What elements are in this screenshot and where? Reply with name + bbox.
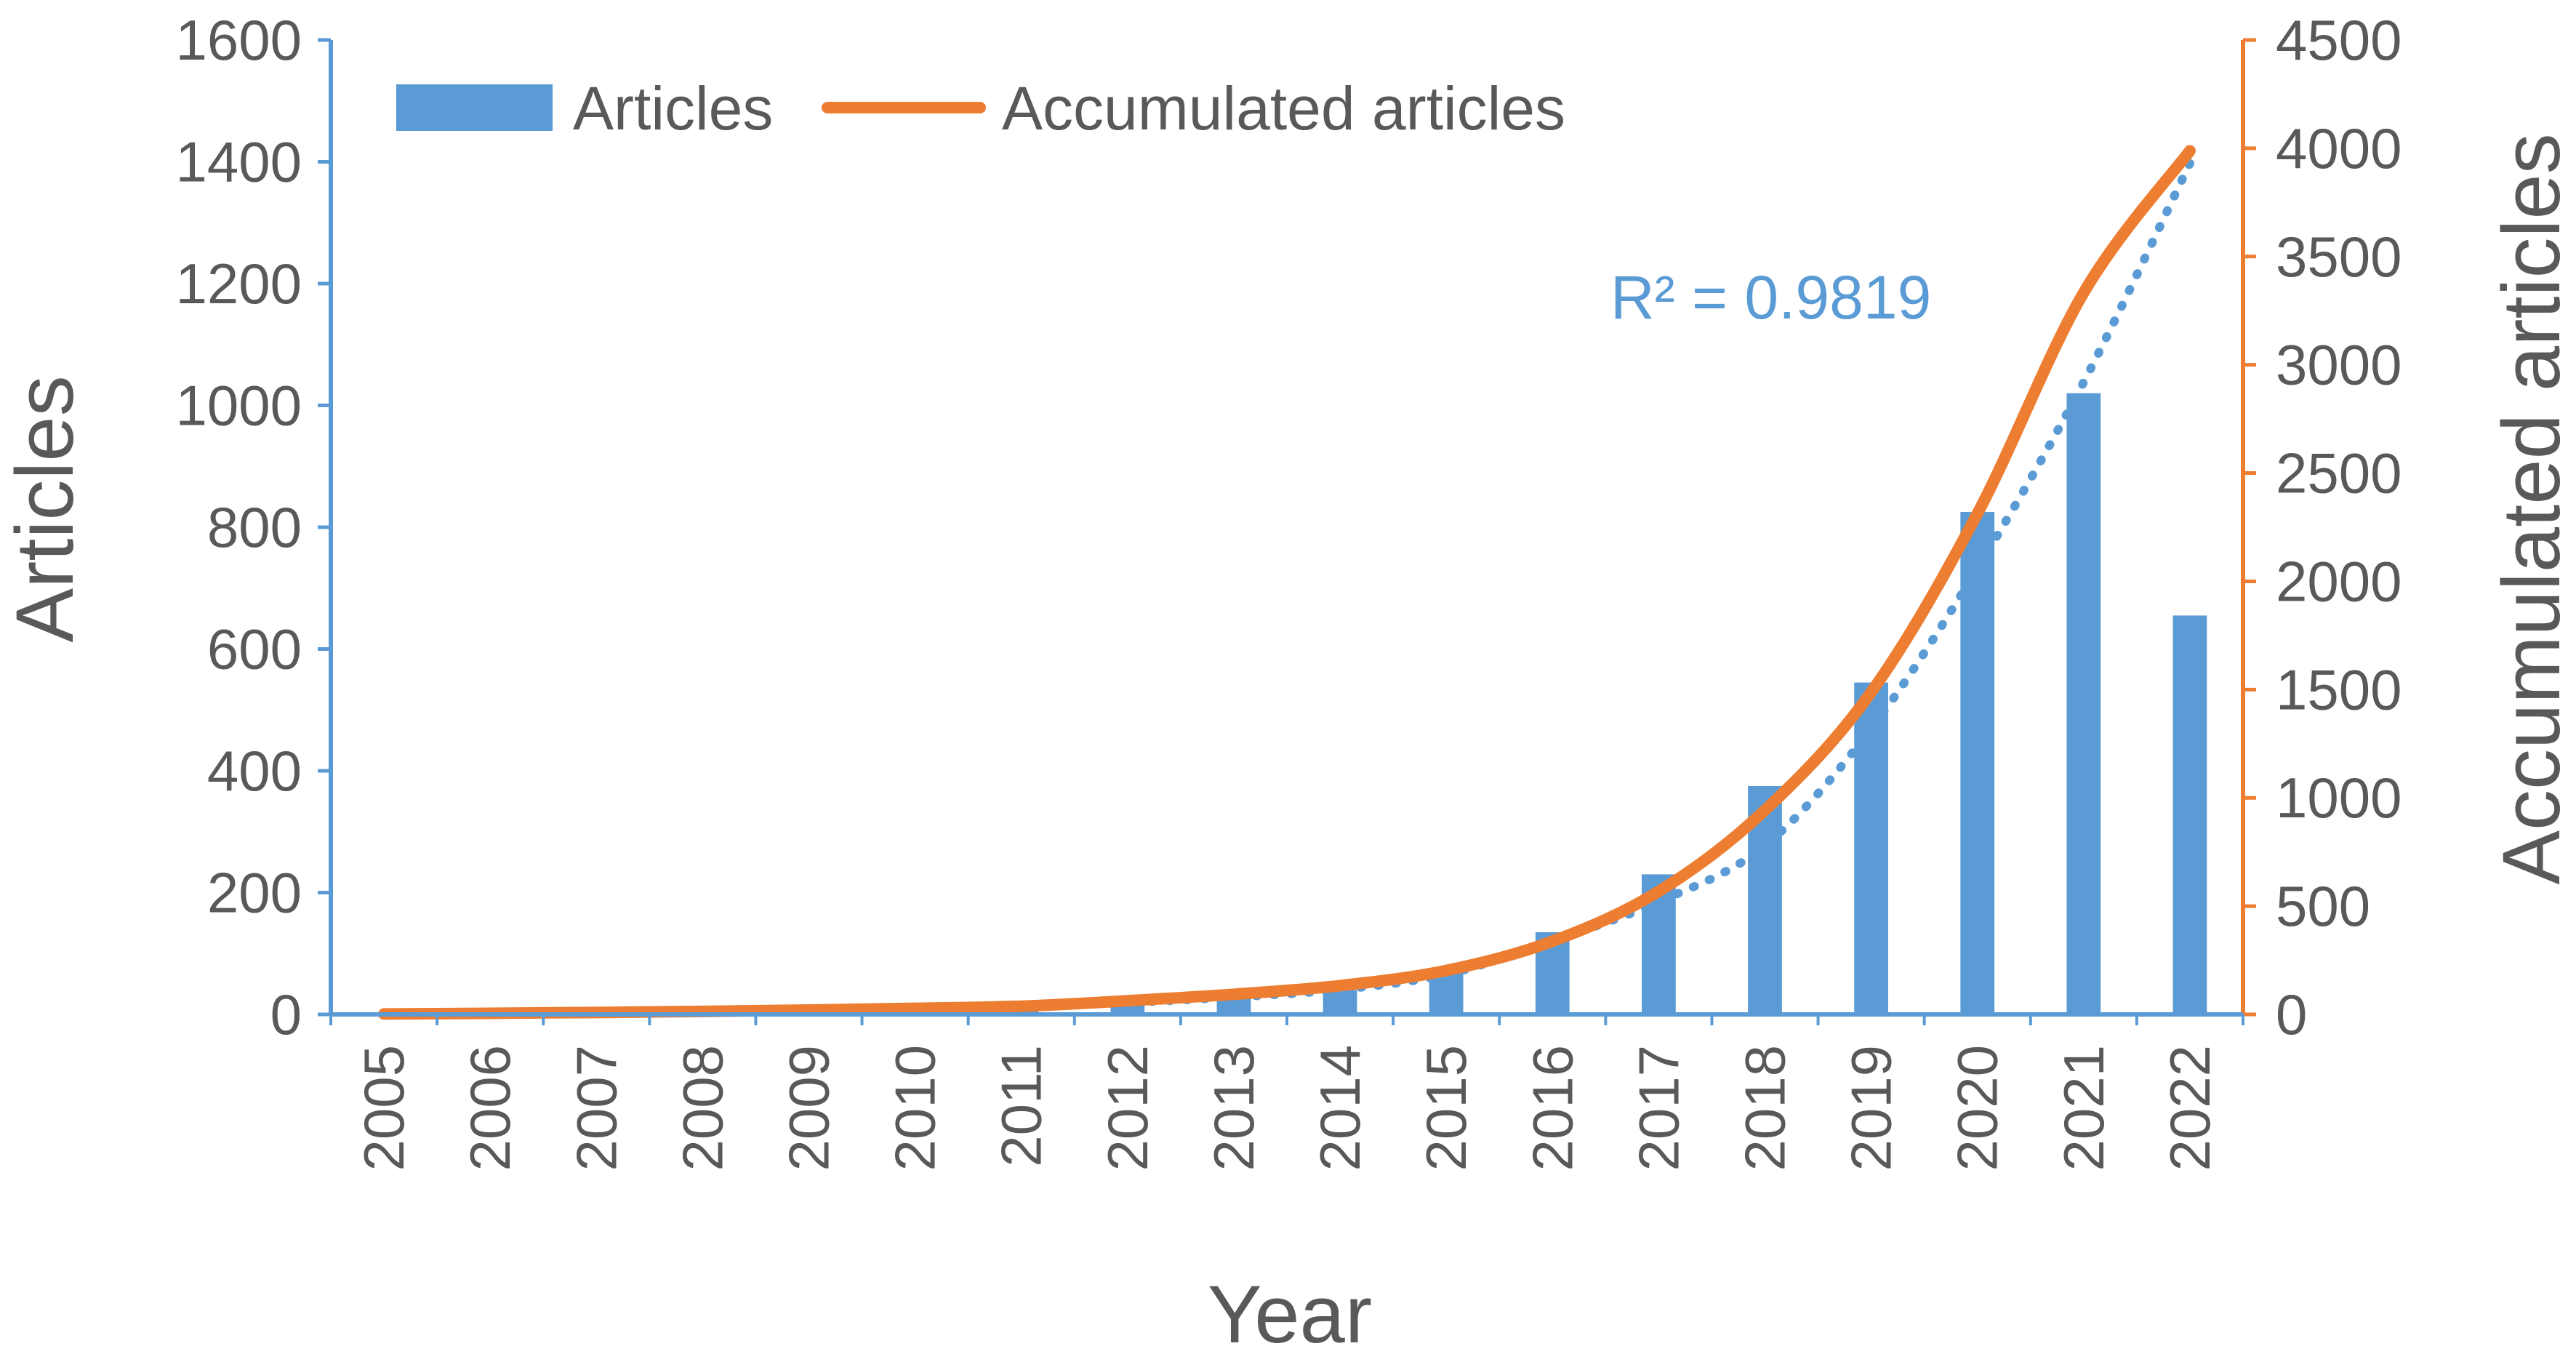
- right-tick-label: 3000: [2276, 333, 2402, 397]
- right-tick-label: 1500: [2276, 657, 2402, 721]
- y-left-axis-title: Articles: [0, 375, 90, 642]
- x-tick-label: 2006: [458, 1045, 522, 1171]
- legend-label-accumulated: Accumulated articles: [1002, 74, 1565, 143]
- plot-area: [366, 145, 2207, 1020]
- left-tick-label: 400: [207, 739, 302, 803]
- x-tick-label: 2009: [777, 1045, 841, 1171]
- x-tick-label: 2018: [1733, 1045, 1797, 1171]
- x-tick-label: 2017: [1626, 1045, 1690, 1171]
- x-tick-label: 2021: [2052, 1045, 2116, 1171]
- legend: Articles Accumulated articles: [396, 74, 1565, 143]
- right-tick-label: 1000: [2276, 766, 2402, 830]
- x-tick-label: 2012: [1096, 1045, 1160, 1171]
- legend-label-articles: Articles: [573, 74, 773, 143]
- left-tick-label: 1600: [175, 8, 302, 72]
- axes-group: 0 200 400 600 800 1000 1200 1400 1600 0 500 1000 15…: [175, 8, 2402, 1171]
- x-axis-title: Year: [1208, 1269, 1372, 1360]
- x-tick-label: 2016: [1520, 1045, 1584, 1171]
- x-tick-label: 2005: [352, 1045, 416, 1171]
- x-tick-label: 2010: [883, 1045, 947, 1171]
- legend-swatch-articles: [396, 84, 553, 131]
- right-tick-label: 4000: [2276, 116, 2402, 180]
- x-tick-label: 2015: [1414, 1045, 1478, 1171]
- bars-group: [366, 393, 2207, 1014]
- x-tick-label: 2022: [2158, 1045, 2222, 1171]
- right-ticks: 0 500 1000 1500 2000 2500 3000 3500 4000 4500: [2243, 8, 2402, 1046]
- right-tick-label: 2000: [2276, 549, 2402, 613]
- right-tick-label: 500: [2276, 874, 2370, 938]
- right-tick-label: 4500: [2276, 8, 2402, 72]
- left-tick-label: 200: [207, 861, 302, 925]
- x-tick-label: 2011: [990, 1045, 1054, 1167]
- left-tick-label: 1400: [175, 130, 302, 194]
- left-tick-label: 600: [207, 617, 302, 681]
- r-squared-annotation: R² = 0.9819: [1610, 263, 1931, 332]
- left-tick-label: 1000: [175, 374, 302, 438]
- x-tick-label: 2020: [1946, 1045, 2010, 1171]
- right-tick-label: 0: [2276, 982, 2307, 1046]
- bar-2021: [2066, 393, 2101, 1014]
- left-tick-label: 800: [207, 495, 302, 559]
- x-ticks: 2005 2006 2007 2008 2009 2010 2011 2012 2013 2014…: [329, 1014, 2244, 1171]
- bar-2022: [2172, 615, 2207, 1014]
- y-right-axis-title: Accumulated articles: [2486, 133, 2576, 884]
- x-tick-label: 2014: [1308, 1045, 1372, 1171]
- left-ticks: 0 200 400 600 800 1000 1200 1400 1600: [175, 8, 331, 1046]
- bar-2020: [1960, 512, 1995, 1014]
- x-tick-label: 2013: [1202, 1045, 1266, 1171]
- bar-2019: [1854, 682, 1888, 1014]
- left-tick-label: 0: [270, 982, 302, 1046]
- x-tick-label: 2008: [670, 1045, 734, 1171]
- x-tick-label: 2019: [1839, 1045, 1903, 1171]
- accumulated-line: [378, 145, 2196, 1020]
- right-tick-label: 3500: [2276, 225, 2402, 289]
- left-tick-label: 1200: [175, 252, 302, 316]
- right-tick-label: 2500: [2276, 441, 2402, 505]
- x-tick-label: 2007: [564, 1045, 628, 1171]
